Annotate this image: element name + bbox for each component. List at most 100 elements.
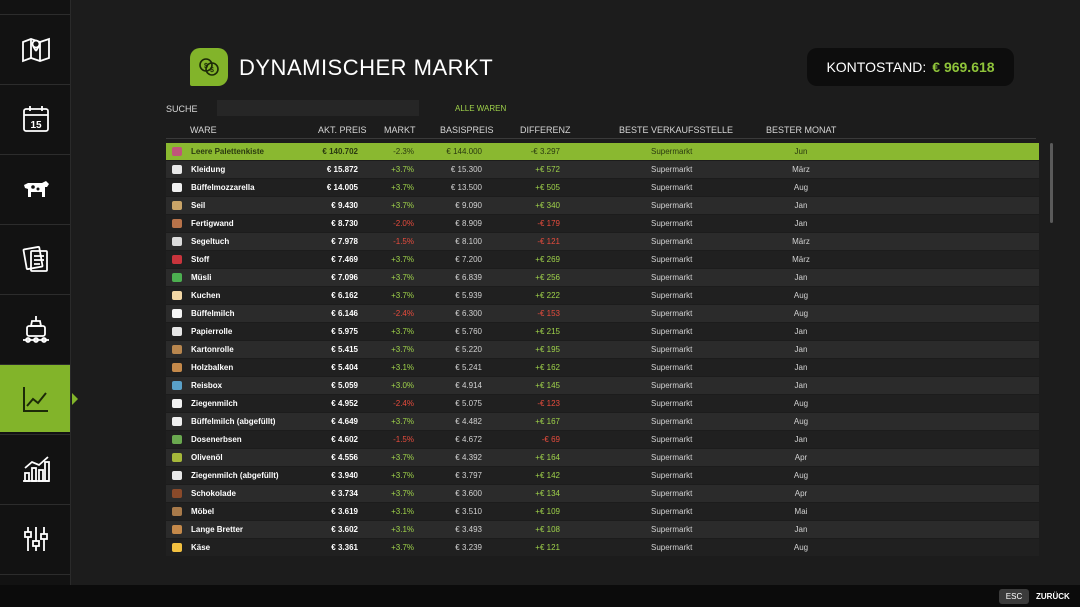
table-row[interactable]: Leere Palettenkiste € 140.702 -2.3% € 144.0… — [166, 143, 1039, 160]
current-price: € 4.952 — [331, 399, 358, 408]
page-title: DYNAMISCHER MARKT — [239, 55, 494, 80]
product-icon — [172, 417, 182, 426]
table-row[interactable]: Kartonrolle € 5.415 +3.7% € 5.220 +€ 195 Supe… — [166, 341, 1039, 358]
current-price: € 3.940 — [331, 471, 358, 480]
best-month: Mai — [794, 507, 808, 516]
table-row[interactable]: Ziegenmilch € 4.952 -2.4% € 5.075 -€ 123 Supe… — [166, 395, 1039, 412]
sidebar-item-map[interactable] — [0, 14, 71, 82]
table-row[interactable]: Fertigwand € 8.730 -2.0% € 8.909 -€ 179 Super… — [166, 215, 1039, 232]
calendar-icon: 15 — [22, 105, 49, 132]
current-price: € 6.162 — [331, 291, 358, 300]
best-month: Aug — [793, 309, 809, 318]
table-row[interactable]: Möbel € 3.619 +3.1% € 3.510 +€ 109 Supermarkt… — [166, 503, 1039, 520]
table-row[interactable]: Seil € 9.430 +3.7% € 9.090 +€ 340 Supermarkt J… — [166, 197, 1039, 214]
production-icon — [22, 315, 49, 343]
sidebar-item-settings[interactable] — [0, 504, 71, 572]
product-icon — [172, 327, 182, 336]
table-row[interactable]: Käse € 3.361 +3.7% € 3.239 +€ 121 Supermarkt A… — [166, 539, 1039, 556]
column-header-market[interactable]: MARKT — [384, 125, 416, 135]
price-difference: +€ 572 — [535, 165, 560, 174]
base-price: € 3.239 — [455, 543, 482, 552]
market-change: +3.7% — [391, 345, 414, 354]
table-row[interactable]: Büffelmilch € 6.146 -2.4% € 6.300 -€ 153 Supe… — [166, 305, 1039, 322]
market-change: +3.7% — [391, 183, 414, 192]
search-input[interactable] — [217, 100, 419, 116]
statistics-icon — [22, 455, 50, 482]
table-row[interactable]: Reisbox € 5.059 +3.0% € 4.914 +€ 145 Supermar… — [166, 377, 1039, 394]
price-difference: +€ 121 — [535, 543, 560, 552]
base-price: € 3.600 — [455, 489, 482, 498]
best-month: Jan — [794, 363, 808, 372]
market-change: -2.3% — [393, 147, 414, 156]
price-difference: +€ 109 — [535, 507, 560, 516]
best-month: Aug — [793, 417, 809, 426]
best-store: Supermarkt — [651, 165, 693, 174]
base-price: € 3.510 — [455, 507, 482, 516]
table-row[interactable]: Dosenerbsen € 4.602 -1.5% € 4.672 -€ 69 Super… — [166, 431, 1039, 448]
table-row[interactable]: Holzbalken € 5.404 +3.1% € 5.241 +€ 162 Super… — [166, 359, 1039, 376]
product-name: Holzbalken — [191, 363, 234, 372]
column-header-difference[interactable]: DIFFERENZ — [520, 125, 571, 135]
table-row[interactable]: Papierrolle € 5.975 +3.7% € 5.760 +€ 215 Supe… — [166, 323, 1039, 340]
product-name: Schokolade — [191, 489, 236, 498]
column-header-price[interactable]: AKT. PREIS — [318, 125, 367, 135]
best-month: März — [792, 165, 810, 174]
market-change: +3.7% — [391, 453, 414, 462]
base-price: € 6.300 — [455, 309, 482, 318]
market-change: +3.7% — [391, 273, 414, 282]
column-header-ware[interactable]: WARE — [190, 125, 217, 135]
table-row[interactable]: Büffelmilch (abgefüllt) € 4.649 +3.7% € 4.4… — [166, 413, 1039, 430]
table-row[interactable]: Kuchen € 6.162 +3.7% € 5.939 +€ 222 Supermark… — [166, 287, 1039, 304]
table-row[interactable]: Schokolade € 3.734 +3.7% € 3.600 +€ 134 Super… — [166, 485, 1039, 502]
product-name: Büffelmozzarella — [191, 183, 255, 192]
current-price: € 6.146 — [331, 309, 358, 318]
base-price: € 5.241 — [455, 363, 482, 372]
product-name: Papierrolle — [191, 327, 233, 336]
column-header-best-store[interactable]: BESTE VERKAUFSSTELLE — [619, 125, 734, 135]
product-icon — [172, 345, 182, 354]
esc-key-button[interactable]: ESC — [999, 589, 1029, 604]
sidebar-edge — [70, 0, 71, 585]
column-header-best-month[interactable]: BESTER MONAT — [766, 125, 837, 135]
product-name: Kuchen — [191, 291, 221, 300]
price-difference: +€ 340 — [535, 201, 560, 210]
current-price: € 14.005 — [326, 183, 358, 192]
table-row[interactable]: Kleidung € 15.872 +3.7% € 15.300 +€ 572 Super… — [166, 161, 1039, 178]
market-change: -1.5% — [393, 237, 414, 246]
sidebar-item-animals[interactable] — [0, 154, 71, 222]
table-row[interactable]: Müsli € 7.096 +3.7% € 6.839 +€ 256 Supermarkt… — [166, 269, 1039, 286]
table-row[interactable]: Olivenöl € 4.556 +3.7% € 4.392 +€ 164 Superma… — [166, 449, 1039, 466]
table-row[interactable]: Lange Bretter € 3.602 +3.1% € 3.493 +€ 108 Su… — [166, 521, 1039, 538]
best-month: März — [792, 255, 810, 264]
sidebar-item-market[interactable] — [0, 364, 78, 432]
table-row[interactable]: Stoff € 7.469 +3.7% € 7.200 +€ 269 Supermarkt… — [166, 251, 1039, 268]
table-row[interactable]: Büffelmozzarella € 14.005 +3.7% € 13.500 +€ … — [166, 179, 1039, 196]
market-change: +3.1% — [391, 363, 414, 372]
price-difference: -€ 121 — [537, 237, 560, 246]
sidebar-item-contracts[interactable] — [0, 224, 71, 292]
table-row[interactable]: Segeltuch € 7.978 -1.5% € 8.100 -€ 121 Superm… — [166, 233, 1039, 250]
current-price: € 15.872 — [326, 165, 358, 174]
table-row[interactable]: Ziegenmilch (abgefüllt) € 3.940 +3.7% € 3.7… — [166, 467, 1039, 484]
best-store: Supermarkt — [651, 417, 693, 426]
best-store: Supermarkt — [651, 381, 693, 390]
sidebar-item-statistics[interactable] — [0, 434, 71, 502]
best-month: Aug — [793, 543, 809, 552]
best-month: Aug — [793, 399, 809, 408]
product-name: Ziegenmilch — [191, 399, 238, 408]
best-month: Jan — [794, 381, 808, 390]
product-name: Kleidung — [191, 165, 226, 174]
best-month: März — [792, 237, 810, 246]
sidebar-item-production[interactable] — [0, 294, 71, 362]
current-price: € 5.059 — [331, 381, 358, 390]
sidebar-item-calendar[interactable]: 15 — [0, 84, 71, 152]
back-button[interactable]: ZURÜCK — [1036, 592, 1070, 601]
current-price: € 4.649 — [331, 417, 358, 426]
best-store: Supermarkt — [651, 183, 693, 192]
market-chart-icon — [22, 386, 48, 412]
filter-all-goods[interactable]: ALLE WAREN — [455, 104, 507, 113]
search-label: SUCHE — [166, 104, 198, 114]
table-scrollbar[interactable] — [1050, 143, 1053, 223]
product-name: Segeltuch — [191, 237, 230, 246]
column-header-base-price[interactable]: BASISPREIS — [440, 125, 494, 135]
